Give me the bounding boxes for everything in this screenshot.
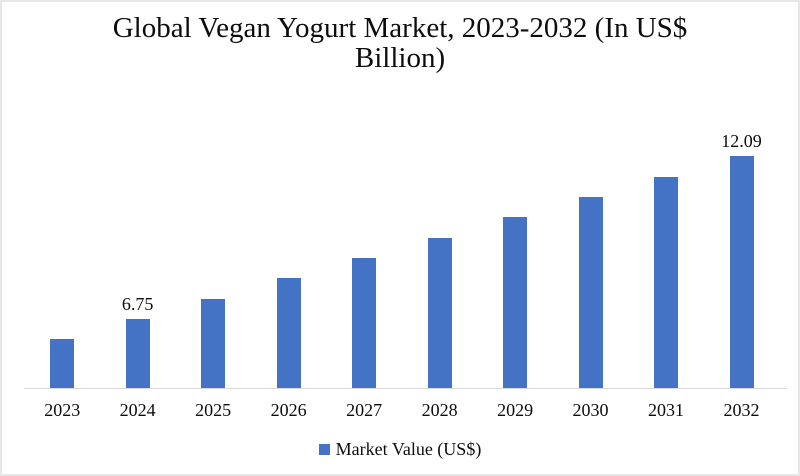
bar-2025	[201, 299, 226, 388]
legend-label: Market Value (US$)	[335, 439, 482, 459]
bar-2029	[503, 217, 528, 388]
x-axis-label-2031: 2031	[648, 400, 685, 420]
chart-title-line1: Global Vegan Yogurt Market, 2023-2032 (I…	[112, 12, 688, 44]
bar-2031	[654, 177, 679, 388]
legend: Market Value (US$)	[2, 438, 798, 460]
bar-2027	[352, 258, 377, 388]
x-axis-label-2028: 2028	[421, 400, 458, 420]
bar-2032	[729, 156, 754, 388]
x-axis-label-2029: 2029	[497, 400, 534, 420]
x-axis-label-2032: 2032	[723, 400, 760, 420]
data-label-2032: 12.09	[721, 131, 762, 151]
bar-2023	[50, 339, 75, 388]
bar-2026	[276, 278, 301, 388]
x-axis-label-2024: 2024	[119, 400, 156, 420]
bar-2024	[125, 319, 150, 388]
data-label-2024: 6.75	[121, 294, 154, 314]
x-axis-label-2023: 2023	[44, 400, 81, 420]
x-axis-label-2025: 2025	[195, 400, 232, 420]
x-axis-label-2030: 2030	[572, 400, 609, 420]
x-axis-label-2026: 2026	[270, 400, 307, 420]
legend-swatch-icon	[318, 443, 330, 455]
chart-title-line2: Billion)	[354, 42, 446, 74]
x-axis-label-2027: 2027	[346, 400, 383, 420]
bar-2028	[427, 238, 452, 388]
x-axis-line	[24, 388, 787, 389]
bar-2030	[578, 197, 603, 388]
chart-title: Global Vegan Yogurt Market, 2023-2032 (I…	[2, 13, 798, 73]
